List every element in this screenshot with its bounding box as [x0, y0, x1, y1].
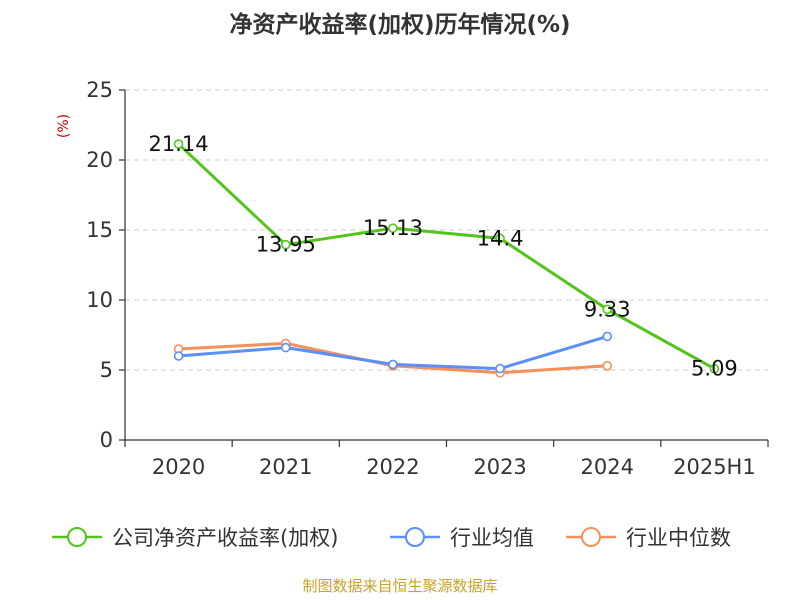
data-point [602, 304, 613, 315]
data-point [602, 360, 613, 371]
data-point [495, 233, 505, 244]
y-tick-label: 5 [100, 358, 113, 382]
legend-item: 行业均值 [390, 526, 534, 550]
data-label: 21.14 [149, 132, 209, 156]
data-point [388, 223, 398, 233]
data-label: 15.13 [363, 216, 423, 240]
data-label: 13.95 [256, 233, 316, 257]
data-label: 9.33 [584, 297, 631, 321]
data-label: 14.4 [477, 226, 524, 250]
data-point [280, 342, 291, 353]
x-tick-label: 2022 [366, 455, 419, 479]
x-tick-label: 2025H1 [673, 455, 756, 479]
data-point [173, 351, 184, 361]
x-tick-label: 2023 [473, 455, 526, 479]
y-tick-label: 25 [86, 78, 113, 102]
data-point [173, 139, 184, 149]
y-tick-label: 15 [86, 218, 113, 242]
data-point [709, 363, 720, 374]
grid-layer [125, 89, 768, 371]
data-point [495, 363, 505, 374]
legend-swatch-marker [405, 527, 425, 547]
legend-swatch-marker [67, 527, 87, 547]
legend-swatch-marker [581, 527, 601, 547]
data-point [388, 359, 398, 370]
data-label-layer: 21.14 13.95 15.13 14.4 9.33 5.09 [149, 132, 738, 381]
series-line [177, 142, 716, 371]
axis-layer: 0 5 10 15 20 25 2020 2021 2022 2023 2024 2025H1 [86, 78, 769, 479]
legend-label: 行业均值 [450, 526, 534, 550]
legend-label: 公司净资产收益率(加权) [112, 526, 338, 550]
x-tick-label: 2024 [581, 455, 634, 479]
data-label: 5.09 [691, 357, 738, 381]
y-tick-label: 20 [86, 148, 113, 172]
series-layer [173, 139, 720, 378]
data-point [602, 331, 613, 342]
x-tick-label: 2020 [152, 455, 205, 479]
y-tick-label: 0 [100, 428, 113, 452]
y-axis-label: (%) [56, 114, 72, 138]
chart-title: 净资产收益率(加权)历年情况(%) [229, 11, 570, 38]
x-tick-label: 2021 [259, 455, 312, 479]
y-tick-label: 10 [86, 288, 113, 312]
data-point [280, 239, 291, 250]
legend-item: 公司净资产收益率(加权) [52, 526, 338, 550]
legend: 公司净资产收益率(加权) 行业均值 行业中位数 [52, 526, 731, 550]
legend-label: 行业中位数 [626, 526, 731, 550]
legend-item: 行业中位数 [566, 526, 731, 550]
source-note: 制图数据来自恒生聚源数据库 [302, 577, 497, 595]
